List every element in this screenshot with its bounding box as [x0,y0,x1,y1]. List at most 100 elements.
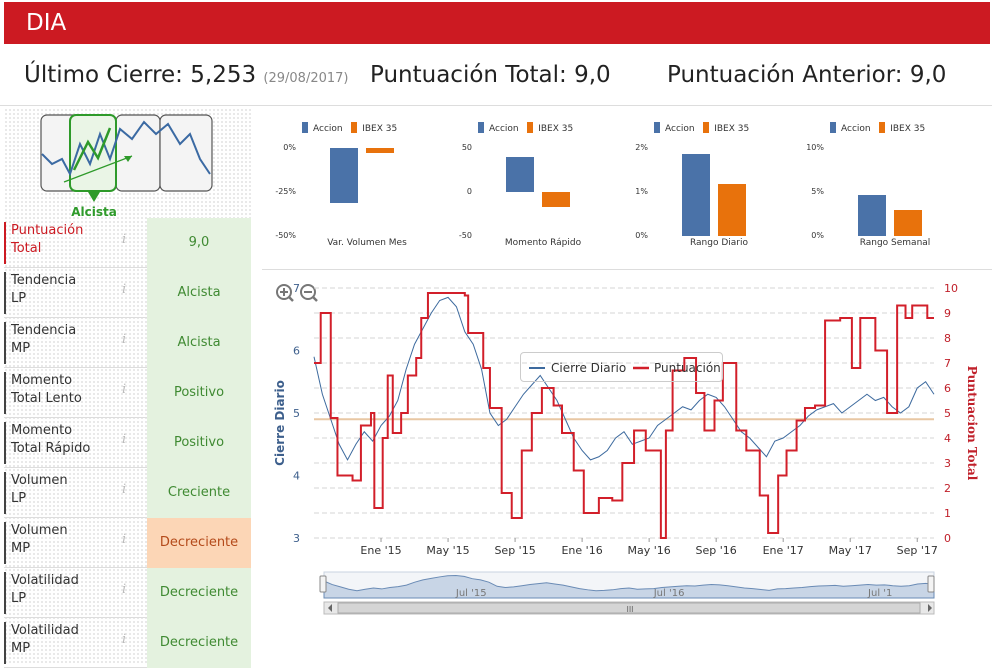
comparison-bar-charts: Accion IBEX 35 0% -25% -50% Var. Volumen Mes… [262,110,992,270]
legend-swatch-ibex [879,122,886,133]
navigator-right-handle[interactable] [927,575,935,593]
mini-tick-label: 0% [635,231,648,240]
indicator-value: Positivo [147,418,251,468]
y-right-tick-label: 4 [944,432,951,445]
info-icon[interactable]: i [122,482,127,497]
y-right-tick-label: 2 [944,482,951,495]
mini-category-label: Rango Semanal [859,238,931,248]
y-right-tick-label: 10 [944,282,958,295]
info-icon[interactable]: i [122,532,127,547]
legend-ibex: IBEX 35 [714,124,750,134]
legend-swatch-ibex [703,122,710,133]
indicator-value: Alcista [147,268,251,318]
indicator-label: Tendencia MP [4,322,124,364]
indicator-label: Momento Total Lento [4,372,124,414]
x-tick-label: Ene '15 [360,544,401,557]
indicator-value: 9,0 [147,218,251,268]
legend-swatch-ibex [351,122,358,133]
mini-tick-label: 1% [635,187,648,196]
indicator-row: Tendencia MP i Alcista [4,318,251,368]
x-tick-label: Sep '16 [696,544,737,557]
y-right-tick-label: 0 [944,532,951,545]
indicator-row: Volumen LP i Creciente [4,468,251,518]
y-right-tick-label: 1 [944,507,951,520]
bar-accion [506,156,534,192]
price-series-line [313,296,935,461]
x-tick-label: May '16 [628,544,671,557]
mini-chart-volumen: Accion IBEX 35 0% -25% -50% Var. Volumen Mes [262,110,438,260]
scroll-right-arrow-icon [928,604,932,612]
mini-tick-label: 0 [466,187,472,196]
info-icon[interactable]: i [122,382,127,397]
scroll-left-arrow-icon [328,604,332,612]
last-close-value: 5,253 [190,62,257,88]
mini-chart-rango-semanal: Accion IBEX 35 10% 5% 0% Rango Semanal [790,110,966,260]
info-icon[interactable]: i [122,582,127,597]
last-close-date: (29/08/2017) [263,71,349,86]
navigator-label: Jul '16 [653,588,685,599]
bar-ibex [718,184,746,236]
mini-tick-label: 10% [806,143,824,152]
y-left-axis-title: Cierre Diario [273,380,287,466]
mini-tick-label: 50 [461,143,472,152]
indicator-value: Decreciente [147,568,251,618]
info-icon[interactable]: i [122,332,127,347]
legend-accion: Accion [313,124,343,134]
y-right-tick-label: 7 [944,357,951,370]
mini-tick-label: 5% [811,187,824,196]
chart-legend: Cierre Diario Puntuación [520,352,723,382]
info-icon[interactable]: i [122,432,127,447]
legend-accion: Accion [665,124,695,134]
indicator-value: Decreciente [147,618,251,668]
bar-accion [858,194,886,236]
x-tick-label: May '17 [829,544,872,557]
trend-badge-label: Alcista [71,205,117,219]
y-right-tick-label: 6 [944,382,951,395]
legend-accion: Accion [489,124,519,134]
y-right-axis-title: Puntuacion Total [965,366,979,481]
indicator-row: Volatilidad MP i Decreciente [4,618,251,668]
mini-tick-label: -25% [275,187,296,196]
legend-score-label: Puntuación [654,361,721,375]
score-series-line [314,292,934,539]
navigator-area [323,574,935,599]
indicator-label: Puntuación Total [4,222,124,264]
previous-score: Puntuación Anterior: 9,0 [667,62,946,88]
x-tick-label: Sep '17 [897,544,938,557]
legend-ibex: IBEX 35 [362,124,398,134]
legend-swatch-accion [302,122,308,133]
mini-category-label: Momento Rápido [504,238,582,248]
y-right-tick-label: 5 [944,407,951,420]
last-close-label: Último Cierre: [24,62,183,88]
mini-category-label: Rango Diario [689,238,748,248]
indicator-value: Alcista [147,318,251,368]
mini-legend: Accion IBEX 35 [830,122,925,134]
total-score-value: 9,0 [574,62,611,88]
navigator-label: Jul '15 [455,588,487,599]
legend-ibex: IBEX 35 [890,124,926,134]
legend-price-label: Cierre Diario [551,361,626,375]
y-left-tick-label: 3 [293,532,300,545]
info-icon[interactable]: i [122,282,127,297]
mini-tick-label: -50 [458,231,472,240]
info-icon[interactable]: i [122,632,127,647]
indicator-label: Volumen MP [4,522,124,564]
navigator-left-handle[interactable] [319,575,327,593]
indicator-row: Momento Total Lento i Positivo [4,368,251,418]
bar-ibex [894,209,922,236]
legend-accion: Accion [841,124,871,134]
y-right-tick-label: 8 [944,332,951,345]
info-icon[interactable]: i [122,232,127,247]
scrollbar-grip: III [626,605,633,614]
indicator-row: Tendencia LP i Alcista [4,268,251,318]
mini-legend: Accion IBEX 35 [302,122,397,134]
previous-score-value: 9,0 [909,62,947,88]
zoom-in-icon[interactable] [276,284,294,302]
legend-swatch-accion [830,122,836,133]
mini-chart-momento: Accion IBEX 35 50 0 -50 Momento Rápido [438,110,614,260]
scrollbar-thumb[interactable] [337,602,921,614]
trend-chart-icon: Alcista [40,114,213,219]
zoom-out-icon[interactable] [300,284,318,302]
indicator-row: Volumen MP i Decreciente [4,518,251,568]
mini-legend: Accion IBEX 35 [654,122,749,134]
